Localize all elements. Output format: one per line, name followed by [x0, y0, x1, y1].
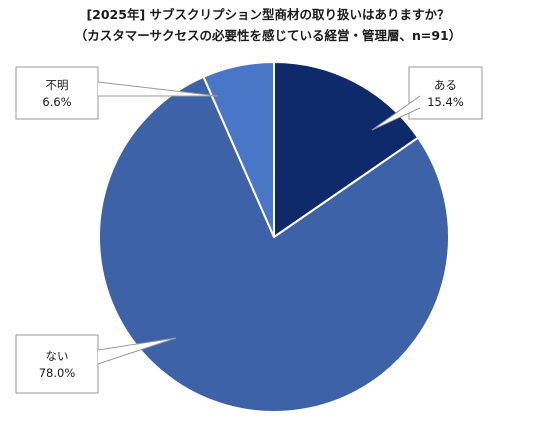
slice-value-label: 15.4%	[427, 95, 464, 109]
slice-label: ない	[46, 349, 69, 363]
callout-box	[15, 334, 99, 394]
slice-value-label: 78.0%	[39, 366, 76, 380]
pie-slices	[98, 61, 450, 413]
slice-label: 不明	[46, 78, 69, 92]
callout-pointer	[97, 337, 177, 365]
chart-title-block: [2025年] サブスクリプション型商材の取り扱いはありますか？ （カスタマーサ…	[0, 4, 536, 46]
chart-subtitle: （カスタマーサクセスの必要性を感じている経営・管理層、n=91）	[74, 28, 462, 43]
callout-3: 不明 6.6%	[15, 66, 219, 120]
callout-pointer	[371, 95, 421, 131]
callout-box	[15, 66, 99, 120]
pie-slice-3	[202, 61, 275, 238]
callout-1: ある 15.4%	[371, 66, 483, 131]
slice-value-label: 6.6%	[42, 95, 71, 109]
pie-slice-1	[273, 61, 420, 238]
slice-label: ある	[434, 78, 457, 92]
chart-title: [2025年] サブスクリプション型商材の取り扱いはありますか？	[86, 7, 450, 22]
pie-slice-2	[98, 75, 450, 413]
callout-box	[408, 66, 483, 120]
callout-2: ない 78.0%	[15, 334, 177, 394]
callout-pointer	[97, 81, 219, 97]
